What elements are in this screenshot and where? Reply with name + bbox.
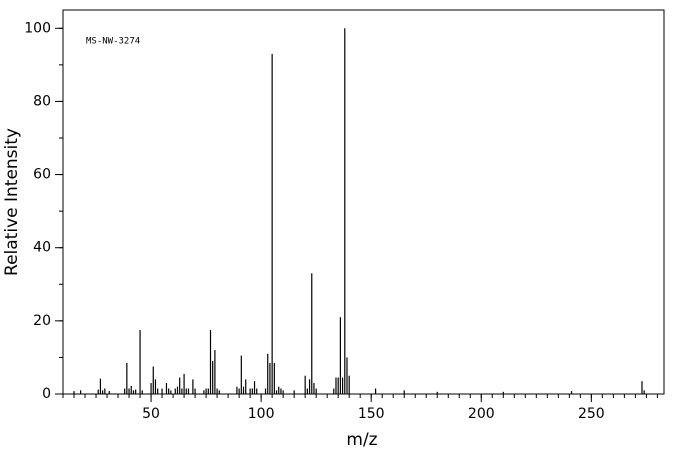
y-tick-label: 80	[33, 93, 51, 109]
y-tick-label: 20	[33, 313, 51, 329]
plot-frame	[62, 9, 665, 395]
x-tick-label: 250	[578, 406, 605, 422]
y-tick-label: 60	[33, 167, 51, 183]
annotation: MS-NW-3274	[86, 37, 140, 47]
y-tick-label: 40	[33, 240, 51, 256]
x-tick-label: 100	[248, 406, 275, 422]
x-tick-label: 50	[142, 406, 160, 422]
y-tick-label: 100	[24, 20, 51, 36]
x-tick-label: 150	[358, 406, 385, 422]
y-axis-label: Relative Intensity	[2, 128, 22, 276]
x-axis-label: m/z	[346, 430, 377, 450]
y-tick-label: 0	[42, 386, 51, 402]
x-tick-label: 200	[468, 406, 495, 422]
